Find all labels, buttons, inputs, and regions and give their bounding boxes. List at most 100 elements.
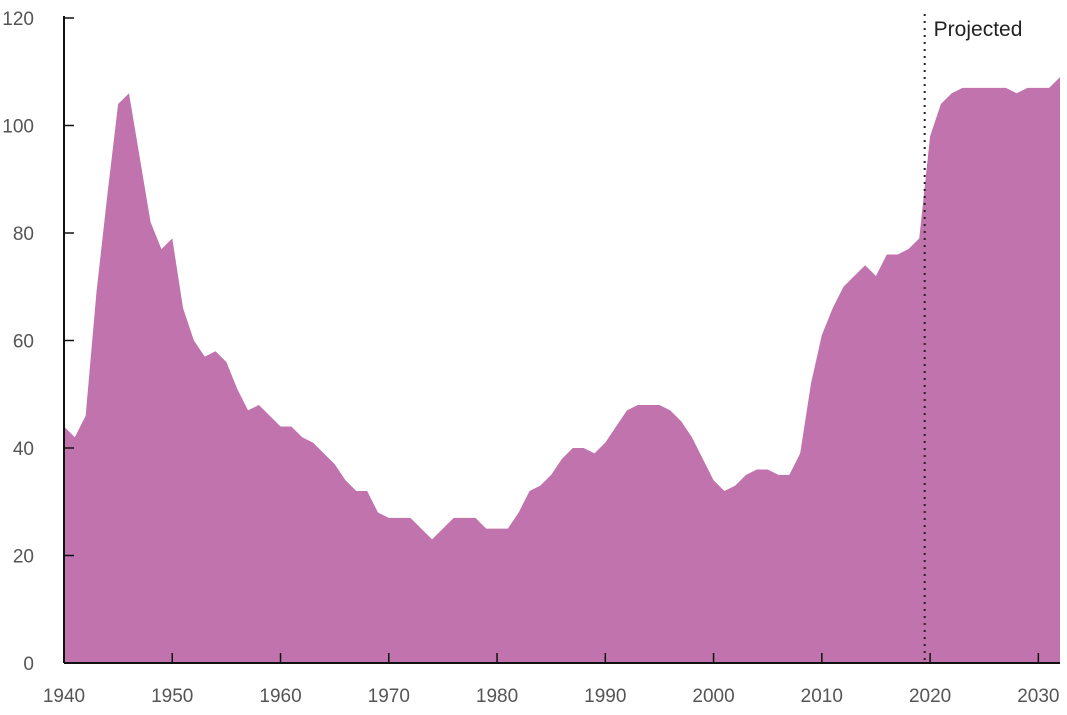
data-point-1942 (85, 415, 86, 416)
data-point-2024 (973, 87, 974, 88)
data-point-2021 (940, 103, 941, 104)
data-point-1980 (496, 528, 497, 529)
data-point-2007 (789, 474, 790, 475)
area-series-0 (64, 77, 1060, 663)
y-tick-label-0: 0 (23, 654, 34, 675)
data-point-1993 (637, 404, 638, 405)
data-point-2019 (919, 238, 920, 239)
data-point-1975 (442, 528, 443, 529)
data-point-1962 (302, 437, 303, 438)
data-point-1951 (182, 308, 183, 309)
data-point-2004 (756, 469, 757, 470)
y-tick-label-80: 80 (13, 224, 34, 245)
data-point-2030 (1038, 87, 1039, 88)
data-point-1985 (551, 474, 552, 475)
data-point-1952 (193, 340, 194, 341)
data-point-1973 (421, 528, 422, 529)
x-tick-label-2000: 2000 (692, 686, 734, 707)
data-point-1966 (345, 480, 346, 481)
data-point-1982 (518, 512, 519, 513)
data-point-2029 (1027, 87, 1028, 88)
data-point-1976 (453, 517, 454, 518)
data-point-1965 (334, 464, 335, 465)
data-point-2028 (1016, 93, 1017, 94)
data-point-1964 (323, 453, 324, 454)
data-point-1953 (204, 356, 205, 357)
y-tick-label-60: 60 (13, 332, 34, 353)
data-point-1959 (269, 415, 270, 416)
x-tick-label-1990: 1990 (584, 686, 626, 707)
data-point-1995 (659, 404, 660, 405)
data-point-1971 (399, 517, 400, 518)
data-point-2012 (843, 286, 844, 287)
data-point-1986 (561, 458, 562, 459)
axis-layer: 0 20 40 60 80 100 120 1940 1950 1960 1970 1980 1990 2… (2, 9, 1060, 707)
y-tick-label-20: 20 (13, 547, 34, 568)
data-point-1983 (529, 490, 530, 491)
data-point-2003 (745, 474, 746, 475)
data-point-1979 (486, 528, 487, 529)
data-point-1977 (464, 517, 465, 518)
data-point-1958 (258, 404, 259, 405)
x-tick-label-2010: 2010 (801, 686, 843, 707)
data-point-2016 (886, 254, 887, 255)
data-point-1981 (507, 528, 508, 529)
x-tick-label-1960: 1960 (259, 686, 301, 707)
data-point-2022 (951, 93, 952, 94)
data-point-2014 (865, 265, 866, 266)
area-layer (64, 77, 1060, 663)
data-point-2031 (1049, 87, 1050, 88)
data-point-1999 (702, 458, 703, 459)
data-point-1991 (616, 426, 617, 427)
data-point-1945 (118, 103, 119, 104)
x-tick-label-2030: 2030 (1017, 686, 1059, 707)
data-point-2026 (994, 87, 995, 88)
data-point-1960 (280, 426, 281, 427)
data-point-2001 (724, 490, 725, 491)
data-point-1967 (356, 490, 357, 491)
annotation-layer: Projected (923, 14, 1023, 663)
data-point-1961 (291, 426, 292, 427)
x-tick-label-2020: 2020 (909, 686, 951, 707)
data-point-1949 (161, 249, 162, 250)
data-point-2005 (767, 469, 768, 470)
data-point-1988 (583, 447, 584, 448)
data-point-1948 (150, 222, 151, 223)
x-tick-label-1980: 1980 (476, 686, 518, 707)
data-point-1947 (139, 157, 140, 158)
data-point-2009 (810, 383, 811, 384)
data-point-1963 (312, 442, 313, 443)
data-point-2008 (800, 453, 801, 454)
y-tick-label-100: 100 (2, 117, 34, 138)
data-point-2023 (962, 87, 963, 88)
data-point-1955 (226, 361, 227, 362)
data-point-1972 (410, 517, 411, 518)
data-point-2017 (897, 254, 898, 255)
data-point-2002 (735, 485, 736, 486)
projected-label: Projected (934, 18, 1023, 41)
data-point-1978 (475, 517, 476, 518)
data-point-2010 (821, 335, 822, 336)
data-point-1997 (680, 421, 681, 422)
y-tick-label-40: 40 (13, 439, 34, 460)
data-point-1990 (605, 442, 606, 443)
data-point-2032 (1059, 77, 1060, 78)
data-point-1994 (648, 404, 649, 405)
data-point-1984 (540, 485, 541, 486)
data-point-1970 (388, 517, 389, 518)
y-tick-label-120: 120 (2, 9, 34, 30)
data-point-1969 (377, 512, 378, 513)
data-point-2018 (908, 249, 909, 250)
x-tick-label-1940: 1940 (43, 686, 85, 707)
data-point-1950 (172, 238, 173, 239)
data-point-2013 (854, 275, 855, 276)
data-point-1957 (247, 410, 248, 411)
data-point-2025 (984, 87, 985, 88)
data-point-1998 (691, 437, 692, 438)
data-point-2000 (713, 480, 714, 481)
data-point-1996 (670, 410, 671, 411)
data-point-1954 (215, 351, 216, 352)
data-point-1968 (367, 490, 368, 491)
